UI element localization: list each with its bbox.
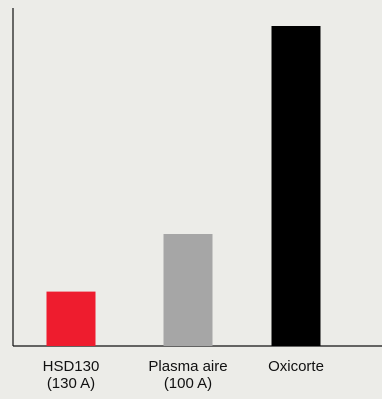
category-label-line2: (130 A) — [46, 375, 96, 392]
category-label-line2: (100 A) — [163, 375, 213, 392]
category-label-line1: Oxicorte — [268, 358, 324, 375]
bar-1 — [163, 234, 213, 346]
category-label-1: Plasma aire (100 A) — [133, 358, 243, 392]
category-label-2: Oxicorte — [241, 358, 351, 375]
bar-2 — [271, 26, 321, 346]
bar-0 — [46, 291, 96, 346]
category-label-line1: HSD130 — [42, 358, 100, 375]
category-label-line1: Plasma aire — [148, 358, 228, 375]
category-label-0: HSD130 (130 A) — [16, 358, 126, 392]
bars-group — [46, 26, 321, 346]
